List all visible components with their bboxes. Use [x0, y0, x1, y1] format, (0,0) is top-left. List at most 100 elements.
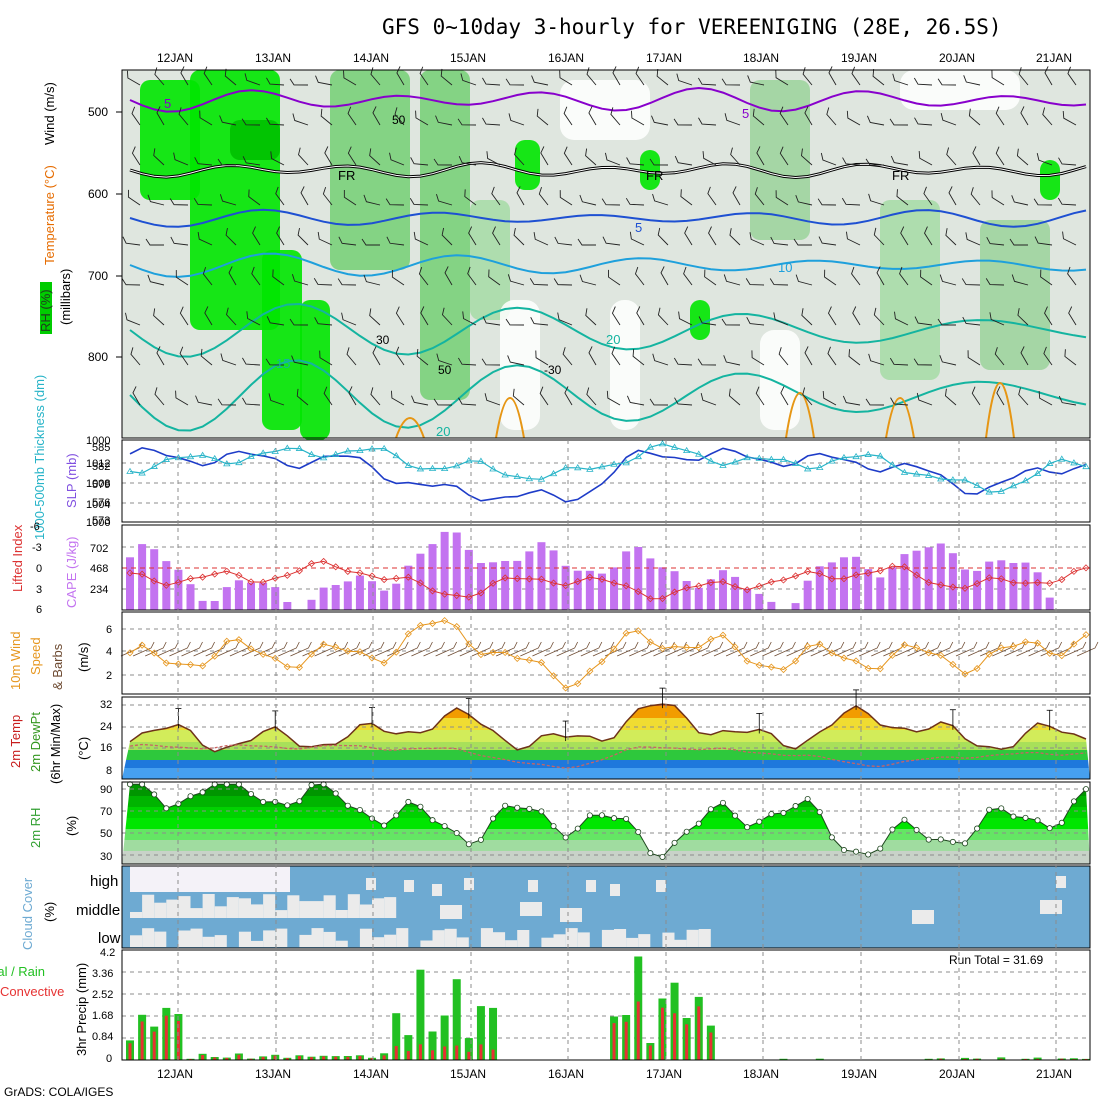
- cloud-middle-cell: [347, 894, 360, 918]
- cloud-low-cell: [601, 929, 614, 947]
- wind-barb: [708, 226, 717, 246]
- thickness-marker: [586, 465, 594, 472]
- lifted-index-marker: [549, 579, 558, 587]
- wind-barb: [1068, 306, 1077, 326]
- thickness-marker: [888, 461, 897, 468]
- cape-bar: [803, 580, 812, 610]
- cape-bar: [573, 570, 582, 610]
- wind-barb: [145, 238, 164, 246]
- wind-barb: [127, 189, 141, 206]
- cloud-middle-cell: [251, 904, 264, 918]
- wind10-marker: [1009, 642, 1017, 651]
- rh-marker: [1070, 798, 1077, 805]
- wind-barb: [1011, 195, 1029, 206]
- wind-barb: [1062, 231, 1077, 246]
- cloud-middle-cell: [299, 901, 312, 918]
- wind10-barb: [641, 641, 663, 657]
- cape-bar: [597, 573, 606, 610]
- cloud-middle-cell: [263, 894, 276, 918]
- wind-barb: [1018, 387, 1029, 406]
- wind-barb: [505, 78, 525, 86]
- wind-barb: [482, 77, 501, 86]
- cloud-middle-cell: [238, 898, 251, 918]
- wind-barb: [317, 231, 333, 246]
- cape-bar: [331, 585, 340, 610]
- wind-barb: [175, 270, 189, 286]
- wind-barb: [1042, 107, 1053, 126]
- wind-barb: [1016, 148, 1029, 166]
- wind-barb: [529, 278, 549, 286]
- wind-barb: [122, 236, 141, 246]
- cape-tick: 468: [90, 563, 108, 575]
- wind-barb: [289, 318, 309, 326]
- wind10-panel: 6 4 2 10m Wind Speed & Barbs (m/s): [8, 611, 1099, 695]
- lifted-index-marker: [997, 575, 1005, 583]
- wind10-barb: [374, 641, 397, 657]
- rh-marker: [393, 812, 400, 819]
- wind10-marker: [186, 661, 195, 669]
- wind-barb: [482, 117, 501, 126]
- rh-marker: [514, 804, 521, 811]
- lifted-index-marker: [876, 567, 884, 575]
- wind-barb: [752, 108, 765, 126]
- cape-bar: [428, 544, 437, 610]
- wind-barb: [513, 228, 525, 246]
- thickness-marker: [816, 463, 824, 471]
- wind-barb: [242, 156, 261, 166]
- precip-frame: [121, 949, 1091, 1061]
- pressure-tick: 600: [88, 187, 108, 201]
- cape-bar: [585, 570, 594, 610]
- cloud-level-middle: middle: [76, 902, 120, 919]
- wind-barb: [156, 106, 165, 126]
- cloud-middle-cell: [1040, 900, 1062, 914]
- cloud-low-cell: [517, 930, 530, 947]
- lifted-index-marker: [368, 572, 376, 580]
- wind-barb: [704, 269, 717, 286]
- lifted-index-marker: [852, 571, 860, 579]
- wind-barb: [827, 306, 837, 326]
- wind-barb: [217, 158, 237, 166]
- wind10-marker: [295, 663, 303, 671]
- wind10-barb: [943, 641, 966, 657]
- wind-barb: [410, 157, 429, 166]
- thickness-marker: [973, 481, 981, 488]
- temperature-label-3: (6hr Min/Max): [48, 704, 63, 784]
- bottom-date-label: 13JAN: [255, 1067, 291, 1081]
- rh-marker: [877, 845, 884, 852]
- cape-bar: [936, 543, 945, 610]
- cloud-low-cell: [251, 940, 264, 947]
- wind-barb: [219, 115, 237, 126]
- wind10-marker: [985, 650, 993, 658]
- cloud-high-cell: [432, 884, 442, 896]
- wind-barb: [769, 278, 789, 286]
- cloud-middle-cell: [202, 894, 215, 918]
- wind-barb: [804, 106, 813, 126]
- rh-marker: [647, 850, 654, 857]
- wind-barb: [484, 393, 501, 406]
- wind-barb: [440, 68, 453, 86]
- wind10-barb: [810, 641, 833, 657]
- wind-barb: [749, 232, 765, 246]
- wind-barb: [846, 110, 861, 126]
- cloud-low-cell: [299, 934, 312, 947]
- wind-barb: [441, 307, 453, 326]
- thickness-marker: [1058, 455, 1066, 462]
- cloud-low-cell: [190, 928, 203, 947]
- wind-barb: [539, 386, 549, 406]
- cloud-middle-cell: [130, 912, 143, 918]
- wind-barb: [970, 187, 981, 206]
- wind-barb: [1062, 110, 1077, 126]
- wind10-marker: [1082, 631, 1090, 639]
- wind10-marker: [441, 617, 449, 625]
- wind-barb: [780, 386, 789, 406]
- wind10-barb: [362, 641, 385, 657]
- wind10-barb: [181, 641, 203, 657]
- wind-barb: [868, 193, 885, 206]
- contour-label: 20: [606, 332, 620, 347]
- wind10-barb: [713, 641, 736, 657]
- wind-barb: [923, 186, 933, 206]
- wind10-barb: [1028, 641, 1050, 657]
- cloud-middle-cell: [287, 895, 300, 918]
- wind-barb: [1064, 349, 1077, 366]
- cloud-low-cell: [178, 930, 191, 947]
